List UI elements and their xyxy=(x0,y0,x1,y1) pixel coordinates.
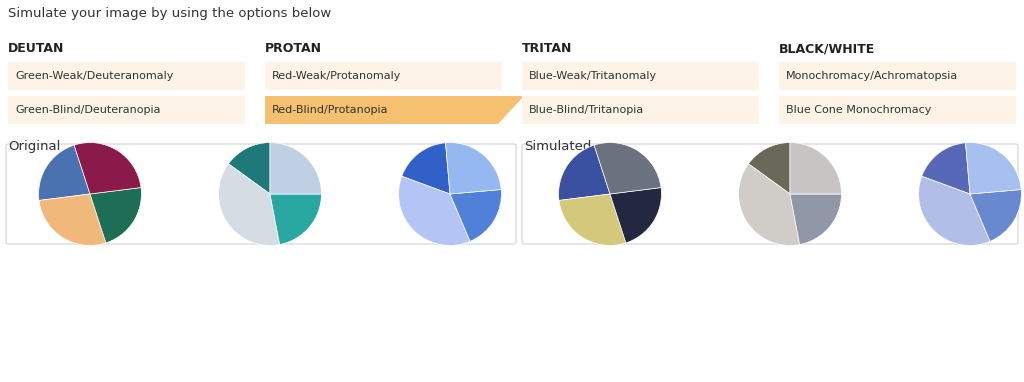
Wedge shape xyxy=(559,194,626,245)
Wedge shape xyxy=(790,142,842,194)
Wedge shape xyxy=(558,145,610,201)
Wedge shape xyxy=(738,164,800,245)
Text: Green-Blind/Deuteranopia: Green-Blind/Deuteranopia xyxy=(15,105,161,115)
Wedge shape xyxy=(919,176,990,245)
Wedge shape xyxy=(74,142,141,194)
Wedge shape xyxy=(594,142,662,194)
FancyBboxPatch shape xyxy=(265,62,502,90)
Text: Monochromacy/Achromatopsia: Monochromacy/Achromatopsia xyxy=(786,71,958,81)
FancyBboxPatch shape xyxy=(522,144,1018,244)
Wedge shape xyxy=(970,189,1021,241)
Wedge shape xyxy=(922,143,970,194)
Wedge shape xyxy=(218,164,280,245)
FancyBboxPatch shape xyxy=(522,62,759,90)
Text: Simulated: Simulated xyxy=(524,140,592,153)
Wedge shape xyxy=(398,176,470,245)
Text: Blue Cone Monochromacy: Blue Cone Monochromacy xyxy=(786,105,932,115)
Wedge shape xyxy=(749,142,790,194)
FancyBboxPatch shape xyxy=(6,144,516,244)
Wedge shape xyxy=(401,143,450,194)
Text: Red-Weak/Protanomaly: Red-Weak/Protanomaly xyxy=(272,71,401,81)
Text: Simulate your image by using the options below: Simulate your image by using the options… xyxy=(8,7,331,20)
Text: PROTAN: PROTAN xyxy=(265,42,322,55)
Wedge shape xyxy=(790,194,842,244)
Wedge shape xyxy=(228,142,270,194)
FancyBboxPatch shape xyxy=(779,62,1016,90)
Polygon shape xyxy=(265,96,524,124)
Wedge shape xyxy=(270,194,322,244)
FancyBboxPatch shape xyxy=(779,96,1016,124)
FancyBboxPatch shape xyxy=(8,96,245,124)
Wedge shape xyxy=(966,142,1021,194)
Text: BLACK/WHITE: BLACK/WHITE xyxy=(779,42,876,55)
Text: Blue-Weak/Tritanomaly: Blue-Weak/Tritanomaly xyxy=(529,71,657,81)
FancyBboxPatch shape xyxy=(522,96,759,124)
Text: Blue-Blind/Tritanopia: Blue-Blind/Tritanopia xyxy=(529,105,644,115)
Text: Green-Weak/Deuteranomaly: Green-Weak/Deuteranomaly xyxy=(15,71,173,81)
Wedge shape xyxy=(610,188,662,243)
Text: Red-Blind/Protanopia: Red-Blind/Protanopia xyxy=(272,105,388,115)
Text: Original: Original xyxy=(8,140,60,153)
Wedge shape xyxy=(445,142,501,194)
Wedge shape xyxy=(90,188,141,243)
Text: DEUTAN: DEUTAN xyxy=(8,42,65,55)
Wedge shape xyxy=(39,194,105,245)
Wedge shape xyxy=(450,189,502,241)
Text: TRITAN: TRITAN xyxy=(522,42,572,55)
Wedge shape xyxy=(270,142,322,194)
Wedge shape xyxy=(39,145,90,201)
FancyBboxPatch shape xyxy=(8,62,245,90)
